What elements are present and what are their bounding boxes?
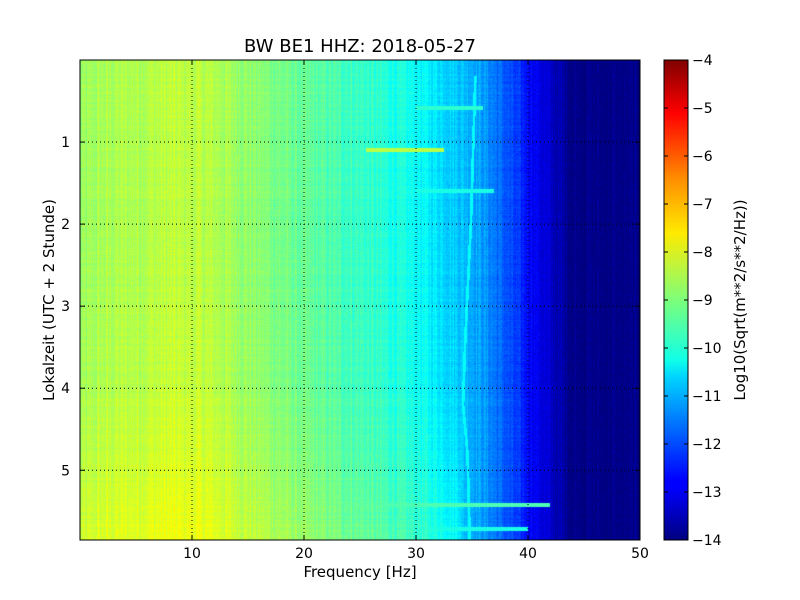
colorbar-label: Log10(Sqrt(m**2/s**2/Hz)) (731, 199, 749, 400)
x-tick-label: 20 (295, 546, 313, 562)
colorbar-axis: −4 −5 −6 −7 −8 −9 −10 −11 −12 −13 −14 (664, 53, 722, 549)
y-axis-label: Lokalzeit (UTC + 2 Stunde) (40, 199, 58, 401)
x-tick-label: 10 (183, 546, 201, 562)
x-axis-label: Frequency [Hz] (303, 563, 416, 581)
colorbar-tick-label: −9 (692, 293, 713, 309)
y-axis: 1 2 3 4 5 (61, 135, 640, 479)
spectrogram-heatmap (80, 60, 640, 540)
colorbar-tick-label: −8 (692, 245, 713, 261)
colorbar-tick-label: −14 (692, 533, 722, 549)
y-tick-label: 1 (61, 135, 70, 151)
colorbar-tick-label: −7 (692, 197, 713, 213)
colorbar-tick-label: −11 (692, 389, 722, 405)
colorbar-tick-label: −5 (692, 101, 713, 117)
colorbar-tick-label: −4 (692, 53, 713, 69)
colorbar-tick-label: −10 (692, 341, 722, 357)
colorbar-tick-label: −6 (692, 149, 713, 165)
x-tick-label: 30 (407, 546, 425, 562)
x-tick-label: 40 (519, 546, 537, 562)
chart-title: BW BE1 HHZ: 2018-05-27 (244, 36, 476, 57)
y-tick-label: 5 (61, 463, 70, 479)
y-tick-label: 4 (61, 381, 70, 397)
x-axis: 10 20 30 40 50 (183, 60, 649, 562)
x-tick-label: 50 (631, 546, 649, 562)
y-tick-label: 2 (61, 217, 70, 233)
colorbar-tick-label: −13 (692, 485, 722, 501)
y-tick-label: 3 (61, 299, 70, 315)
grid-lines (80, 60, 640, 540)
heatmap-container (80, 60, 640, 540)
plot-frame (79, 59, 641, 541)
colorbar-tick-label: −12 (692, 437, 722, 453)
